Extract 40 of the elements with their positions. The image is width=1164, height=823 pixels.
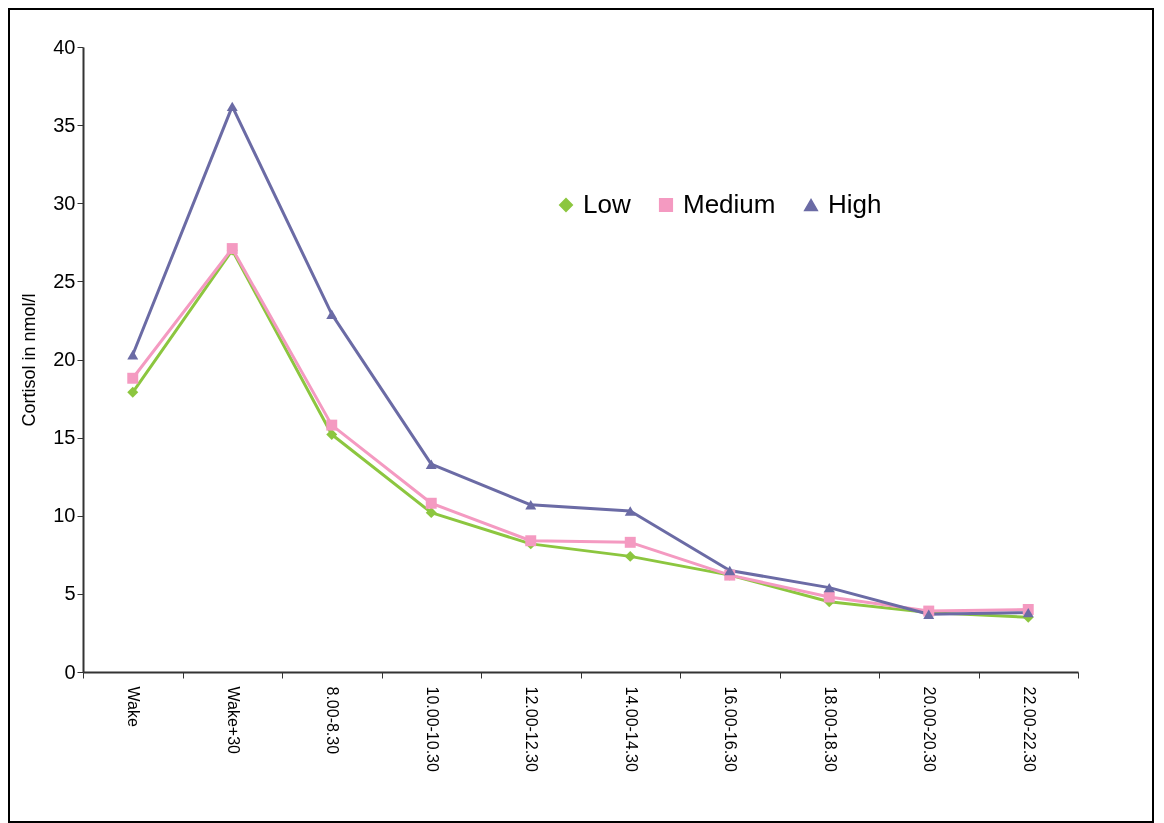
x-tick-label: 14.00-14.30 [622,686,640,773]
point [326,429,338,440]
point [823,591,835,603]
point [425,459,437,469]
point [624,536,636,548]
y-tick-label: 20 [53,348,76,370]
point [425,507,437,519]
y-tick-label: 0 [64,660,76,683]
y-tick-label: 30 [53,191,76,214]
y-tick-label: 5 [64,582,76,605]
x-tick-label: 8.00-8.30 [324,686,342,755]
point [127,350,139,360]
x-tick-label: 22.00-22.30 [1020,686,1038,773]
y-tick-label: 10 [53,504,76,527]
point [226,101,238,112]
point [624,550,636,562]
y-axis-title: Cortisol in nmol/l [19,293,40,427]
y-tick-label: 40 [53,35,76,58]
point [326,419,338,431]
legend-label: Medium [683,189,776,219]
legend-label: High [828,189,882,219]
x-tick-label: 20.00-20.30 [921,686,939,773]
y-tick-label: 25 [53,269,76,292]
legend-label: Low [583,189,631,219]
point [823,582,835,593]
point [425,497,437,509]
point [326,309,338,319]
point [127,372,139,384]
point [624,506,636,516]
x-tick-label: Wake [125,686,143,727]
point [525,500,537,510]
y-tick-label: 35 [53,113,76,136]
point [127,386,139,398]
x-tick-label: 12.00-12.30 [523,686,541,773]
x-tick-label: 18.00-18.30 [821,686,839,773]
x-tick-label: Wake+30 [224,686,242,755]
x-tick-label: 16.00-16.30 [722,686,740,773]
point [724,565,736,576]
x-tick-label: 10.00-10.30 [423,686,441,773]
y-tick-label: 15 [53,426,76,449]
